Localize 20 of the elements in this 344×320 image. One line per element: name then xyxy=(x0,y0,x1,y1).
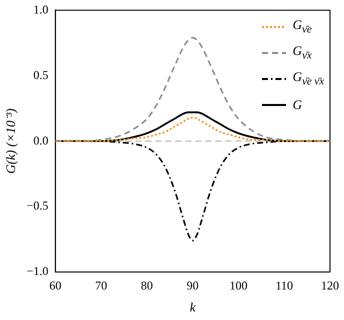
legend-label: G$_{ν̄e}$ xyxy=(292,16,312,38)
x-tick-label: 100 xyxy=(229,278,248,292)
x-tick-label: 110 xyxy=(275,278,294,292)
x-tick-label: 70 xyxy=(95,278,108,292)
legend-label: G$_{ν̄x}$ xyxy=(292,42,312,64)
y-tick-label: −0.5 xyxy=(26,198,48,213)
x-axis-title: k xyxy=(190,300,196,315)
y-tick-label: 1.0 xyxy=(33,2,48,16)
y-tick-label: 0.0 xyxy=(33,133,48,148)
y-axis-title: G(k) (×10⁻³) xyxy=(3,108,18,174)
x-tick-label: 60 xyxy=(49,278,62,292)
x-tick-label: 90 xyxy=(186,278,199,292)
line-series xyxy=(55,36,330,142)
legend-label: G$_{ν̄e ν̄x}$ xyxy=(292,68,324,90)
y-tick-label: −1.0 xyxy=(26,264,48,278)
legend-label: G xyxy=(292,96,302,114)
x-tick-label: 120 xyxy=(321,278,339,292)
x-tick-label: 80 xyxy=(140,278,153,292)
y-tick-label: 0.5 xyxy=(33,68,48,82)
line-series xyxy=(55,116,330,142)
